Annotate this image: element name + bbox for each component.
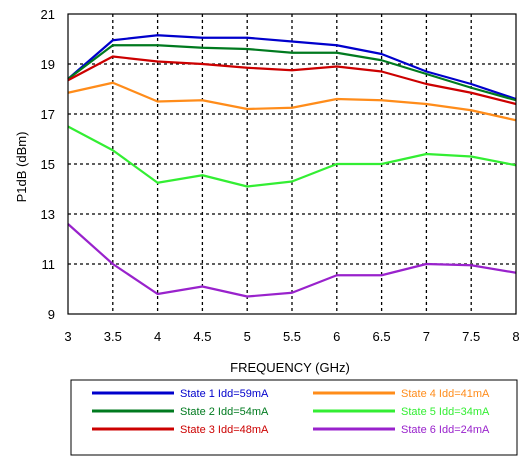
x-tick-label: 8 — [512, 329, 519, 344]
x-tick-label: 5.5 — [283, 329, 301, 344]
x-tick-labels: 3 3.5 4 4.5 5 5.5 6 6.5 7 7.5 8 — [64, 329, 519, 344]
y-tick-label: 19 — [41, 57, 55, 72]
y-tick-label: 21 — [41, 7, 55, 22]
series-line-state-1 — [67, 34, 517, 101]
series-line-state-5 — [67, 125, 517, 188]
y-tick-label: 15 — [41, 157, 55, 172]
x-tick-label: 3 — [64, 329, 71, 344]
series-lines — [67, 34, 517, 298]
y-tick-label: 11 — [42, 257, 56, 272]
x-tick-label: 4.5 — [193, 329, 211, 344]
x-tick-label: 4 — [154, 329, 161, 344]
series-line-state-2 — [67, 44, 517, 102]
y-tick-label: 9 — [48, 307, 55, 322]
plot-frame — [67, 13, 517, 315]
series-line-state-4 — [67, 81, 517, 122]
x-tick-label: 6.5 — [373, 329, 391, 344]
legend-label-state-4: State 4 Idd=41mA — [401, 388, 490, 400]
legend-label-state-2: State 2 Idd=54mA — [180, 406, 269, 418]
x-axis-label: FREQUENCY (GHz) — [230, 360, 350, 375]
legend-label-state-6: State 6 Idd=24mA — [401, 424, 490, 436]
legend-label-state-3: State 3 Idd=48mA — [180, 424, 269, 436]
x-tick-label: 6 — [333, 329, 340, 344]
series-line-state-6 — [67, 223, 517, 298]
legend: State 1 Idd=59mA State 2 Idd=54mA State 3 … — [92, 388, 490, 436]
series-line-state-3 — [67, 55, 517, 106]
y-tick-label: 17 — [41, 107, 55, 122]
y-tick-label: 13 — [41, 207, 55, 222]
x-tick-label: 5 — [244, 329, 251, 344]
legend-box — [70, 379, 518, 456]
x-tick-label: 7.5 — [462, 329, 480, 344]
legend-label-state-1: State 1 Idd=59mA — [180, 388, 269, 400]
y-axis-label: P1dB (dBm) — [14, 132, 29, 203]
x-tick-label: 3.5 — [104, 329, 122, 344]
legend-label-state-5: State 5 Idd=34mA — [401, 406, 490, 418]
x-tick-label: 7 — [423, 329, 430, 344]
y-tick-labels: 9 11 13 15 17 19 21 — [41, 7, 55, 322]
